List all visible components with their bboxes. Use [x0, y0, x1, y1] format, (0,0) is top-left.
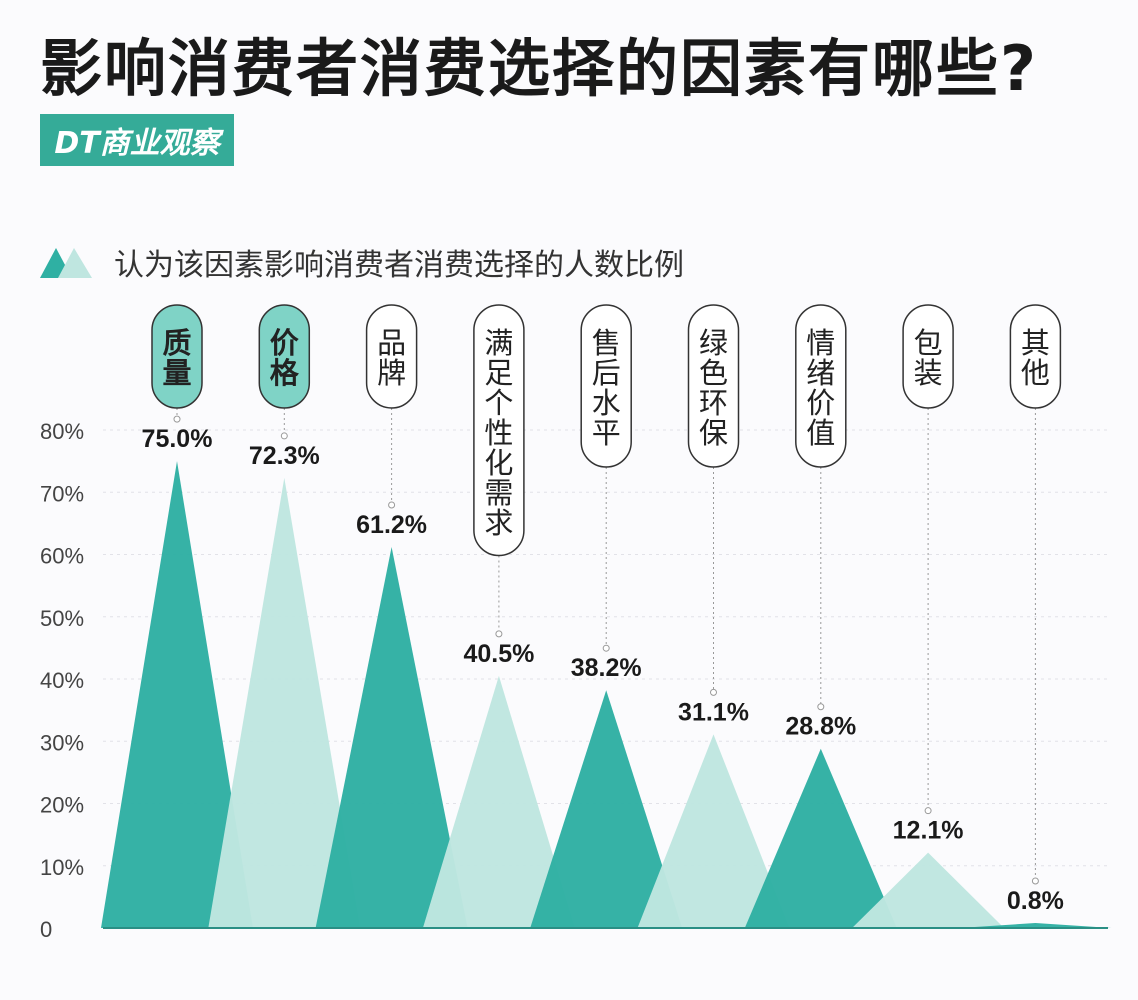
- category-bubble: [365, 304, 418, 409]
- category-char: 装: [914, 356, 943, 390]
- category-bubble: [687, 304, 740, 468]
- category-char: 水: [592, 386, 621, 420]
- value-label: 75.0%: [142, 425, 213, 453]
- value-label: 0.8%: [1007, 887, 1064, 915]
- category-char: 化: [484, 446, 513, 480]
- value-label: 12.1%: [893, 817, 964, 845]
- leader-dot: [602, 644, 610, 652]
- y-tick-label: 40%: [40, 668, 84, 693]
- category-label: 品牌: [377, 326, 406, 390]
- peak-5: [637, 734, 790, 928]
- legend-label: 认为该因素影响消费者消费选择的人数比例: [114, 248, 684, 283]
- category-label: 其他: [1021, 326, 1050, 390]
- leader-dot: [1031, 877, 1039, 885]
- category-char: 包: [914, 326, 943, 360]
- category-label: 价格: [270, 326, 300, 390]
- leader-dot: [388, 501, 396, 509]
- brand-logo: DT商业观察: [40, 114, 234, 166]
- category-label: 售后水平: [592, 326, 621, 450]
- category-label: 包装: [914, 326, 943, 390]
- category-bubble: [580, 304, 632, 468]
- category-label: 满足个性化需求: [484, 326, 513, 540]
- category-bubble: [795, 304, 847, 468]
- leader-dot: [280, 432, 288, 440]
- category-char: 牌: [377, 356, 406, 390]
- category-char: 价: [270, 326, 300, 360]
- category-char: 足: [484, 356, 513, 390]
- value-label: 72.3%: [249, 442, 320, 470]
- category-char: 需: [484, 476, 513, 510]
- value-label: 40.5%: [463, 640, 534, 668]
- category-char: 品: [377, 326, 406, 360]
- y-tick-label: 70%: [40, 481, 84, 506]
- y-tick-label: 50%: [40, 606, 84, 631]
- category-bubble: [151, 304, 203, 409]
- category-char: 量: [162, 356, 191, 390]
- peak-8: [959, 923, 1112, 928]
- category-char: 其: [1021, 326, 1050, 360]
- peak-3: [422, 675, 575, 928]
- category-char: 满: [484, 326, 513, 360]
- category-bubble: [902, 304, 954, 409]
- category-char: 绪: [806, 356, 835, 390]
- category-bubble: [1009, 304, 1062, 409]
- leader-dot: [924, 807, 932, 815]
- category-char: 值: [806, 416, 835, 450]
- peak-7: [852, 852, 1005, 928]
- peak-4: [530, 690, 683, 928]
- category-bubble: [473, 304, 525, 557]
- peak-0: [101, 461, 253, 928]
- y-tick-label: 20%: [40, 793, 84, 818]
- category-char: 情: [806, 326, 835, 360]
- leader-dot: [495, 630, 503, 638]
- category-char: 性: [484, 416, 513, 450]
- peak-6: [744, 748, 897, 928]
- category-char: 价: [806, 386, 835, 420]
- category-char: 个: [484, 386, 513, 420]
- category-char: 售: [592, 326, 621, 360]
- logo-text: DT商业观察: [54, 126, 220, 161]
- y-tick-label: 0: [40, 917, 52, 942]
- category-char: 绿: [699, 326, 728, 360]
- category-char: 求: [484, 506, 513, 540]
- value-label: 31.1%: [678, 698, 749, 726]
- chart-title: 影响消费者消费选择的因素有哪些?: [40, 32, 1038, 105]
- leader-dot: [173, 415, 181, 423]
- category-char: 保: [699, 416, 728, 450]
- category-char: 质: [162, 326, 191, 360]
- legend: 认为该因素影响消费者消费选择的人数比例: [40, 240, 684, 284]
- value-label: 28.8%: [785, 713, 856, 741]
- leader-dot: [710, 688, 717, 696]
- category-char: 环: [699, 386, 728, 420]
- category-bubble: [258, 304, 311, 409]
- y-tick-label: 10%: [40, 855, 84, 880]
- category-label: 质量: [162, 326, 191, 390]
- category-char: 后: [592, 356, 621, 390]
- category-char: 平: [592, 416, 621, 450]
- category-label: 情绪价值: [806, 326, 835, 450]
- y-tick-label: 30%: [40, 730, 84, 755]
- value-label: 38.2%: [571, 654, 642, 682]
- category-label: 绿色环保: [699, 326, 728, 450]
- y-tick-label: 60%: [40, 544, 84, 569]
- leader-dot: [817, 703, 825, 711]
- category-char: 格: [270, 356, 300, 390]
- value-label: 61.2%: [356, 511, 427, 539]
- category-char: 色: [699, 356, 728, 390]
- category-char: 他: [1021, 356, 1050, 390]
- peak-2: [315, 547, 468, 928]
- y-tick-label: 80%: [40, 419, 84, 444]
- peak-1: [208, 477, 361, 928]
- legend-triangle-icon: [40, 248, 92, 278]
